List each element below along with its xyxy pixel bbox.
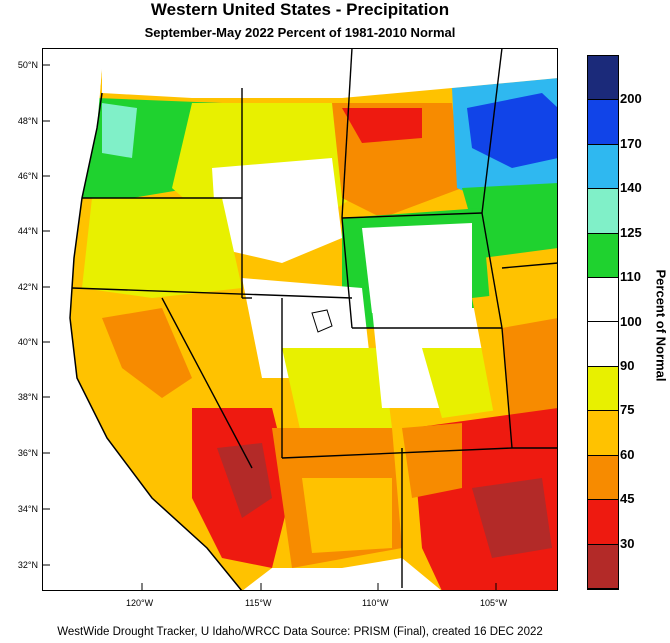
- region-arizona-orange: [302, 478, 392, 553]
- legend-bin-5: [588, 278, 618, 323]
- region-kansas-orange: [502, 318, 558, 433]
- lat-label-50: 50°N: [17, 60, 38, 70]
- region-sierra-orange: [102, 308, 192, 398]
- footer-credit: WestWide Drought Tracker, U Idaho/WRCC D…: [57, 626, 543, 638]
- legend-bin-11: [588, 544, 618, 589]
- legend-label-140: 140: [620, 180, 642, 196]
- precipitation-map: [42, 48, 558, 591]
- lat-label-44: 44°N: [17, 226, 38, 236]
- coastline: [69, 92, 243, 591]
- legend-bin-0: [588, 56, 618, 101]
- map-title: Western United States - Precipitation: [150, 0, 450, 19]
- lat-label-34: 34°N: [17, 504, 38, 514]
- region-oregon-interior: [82, 198, 242, 298]
- legend-label-110: 110: [620, 269, 641, 285]
- legend-label-200: 200: [620, 91, 642, 107]
- legend-bin-3: [588, 189, 618, 234]
- legend-bin-7: [588, 366, 618, 412]
- region-montana-red: [342, 108, 422, 143]
- lon-label-120: 120°W: [126, 598, 154, 608]
- legend-label-100: 100: [620, 313, 642, 329]
- legend-label-125: 125: [620, 224, 642, 240]
- region-utah-yellow: [282, 348, 392, 438]
- legend-bin-4: [588, 233, 618, 279]
- legend-bin-9: [588, 455, 618, 501]
- lat-label-32: 32°N: [17, 560, 38, 570]
- ocean-mask: [42, 48, 242, 591]
- region-olympic-wet: [102, 103, 137, 158]
- legend-label-170: 170: [620, 135, 642, 151]
- lon-label-115: 115°W: [245, 598, 272, 608]
- region-idaho-normal: [212, 158, 342, 263]
- region-wyoming-normal: [362, 223, 472, 313]
- state-boundaries: [71, 48, 558, 588]
- region-new-mexico-darkred: [472, 478, 552, 558]
- legend-label-45: 45: [620, 491, 635, 507]
- lat-label-48: 48°N: [17, 116, 38, 126]
- legend-bin-1: [588, 100, 618, 145]
- legend-label-60: 60: [620, 446, 635, 462]
- great-salt-lake: [311, 309, 333, 333]
- north-mask: [102, 48, 558, 98]
- lon-label-105: 105°W: [480, 598, 508, 608]
- region-new-mexico-orange: [402, 423, 462, 498]
- legend-label-30: 30: [620, 535, 635, 551]
- lat-label-38: 38°N: [17, 392, 38, 402]
- lat-label-36: 36°N: [17, 448, 38, 458]
- legend-bin-8: [588, 411, 618, 456]
- lat-label-46: 46°N: [17, 171, 38, 181]
- legend-label-75: 75: [620, 402, 635, 418]
- legend-label-90: 90: [620, 357, 635, 373]
- legend-bin-10: [588, 500, 618, 545]
- graticule-ticks: [42, 64, 497, 591]
- lat-label-42: 42°N: [17, 282, 38, 292]
- region-mexico-blank: [242, 558, 442, 591]
- map-subtitle: September-May 2022 Percent of 1981-2010 …: [144, 25, 456, 40]
- color-legend: [587, 55, 619, 590]
- legend-bin-2: [588, 144, 618, 190]
- legend-title: Percent of Normal: [653, 269, 669, 382]
- legend-bin-6: [588, 322, 618, 367]
- region-mojave-darkred: [217, 443, 272, 518]
- lat-label-40: 40°N: [17, 337, 38, 347]
- lon-label-110: 110°W: [362, 598, 389, 608]
